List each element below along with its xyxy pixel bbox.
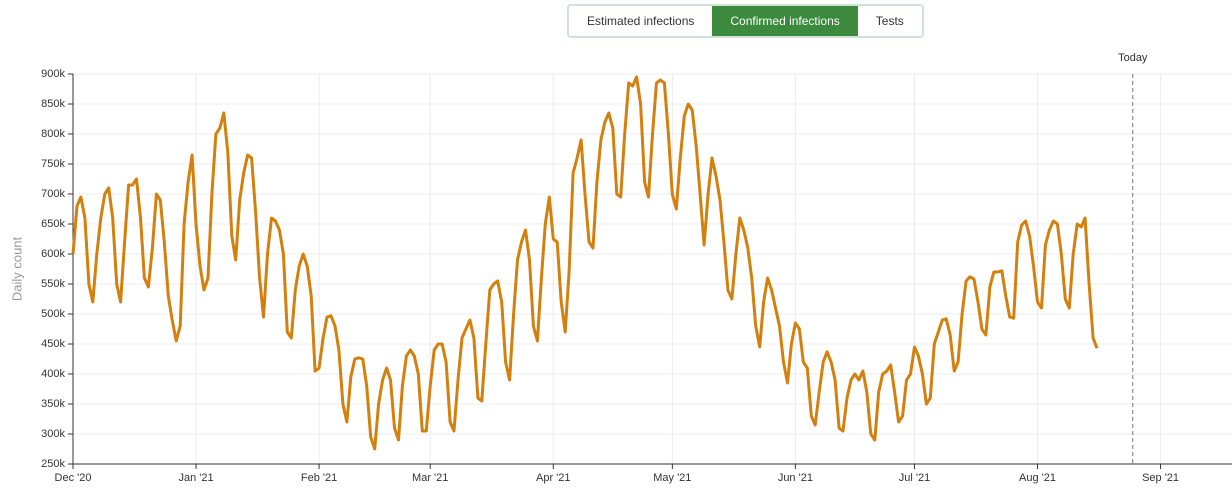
- x-tick-label: Jun '21: [778, 472, 813, 484]
- y-tick-label: 750k: [41, 158, 65, 170]
- y-tick-label: 800k: [41, 128, 65, 140]
- today-label: Today: [1118, 52, 1148, 64]
- data-line: [71, 75, 1099, 451]
- tab[interactable]: Tests: [857, 6, 922, 36]
- y-tick-label: 450k: [41, 338, 65, 350]
- x-tick-label: Dec '20: [55, 472, 92, 484]
- x-tick-label: Jul '21: [899, 472, 930, 484]
- x-tick-label: Feb '21: [301, 472, 337, 484]
- tab[interactable]: Confirmed infections: [712, 6, 858, 36]
- y-tick-label: 550k: [41, 278, 65, 290]
- y-axis-label: Daily count: [9, 236, 24, 301]
- x-tick-label: Sep '21: [1142, 472, 1179, 484]
- tab-bar: Estimated infections Confirmed infections…: [567, 4, 924, 38]
- y-tick-label: 850k: [41, 98, 65, 110]
- x-tick-label: May '21: [653, 472, 691, 484]
- y-tick-label: 300k: [41, 428, 65, 440]
- y-tick-label: 650k: [41, 218, 65, 230]
- y-tick-label: 250k: [41, 458, 65, 470]
- x-tick-label: Apr '21: [536, 472, 571, 484]
- x-tick-label: Mar '21: [412, 472, 448, 484]
- y-tick-label: 700k: [41, 188, 65, 200]
- y-tick-label: 600k: [41, 248, 65, 260]
- x-tick-label: Jan '21: [178, 472, 213, 484]
- y-tick-label: 400k: [41, 368, 65, 380]
- tab[interactable]: Estimated infections: [569, 6, 713, 36]
- x-tick-label: Aug '21: [1019, 472, 1056, 484]
- y-tick-label: 900k: [41, 68, 65, 80]
- y-tick-label: 350k: [41, 398, 65, 410]
- y-tick-label: 500k: [41, 308, 65, 320]
